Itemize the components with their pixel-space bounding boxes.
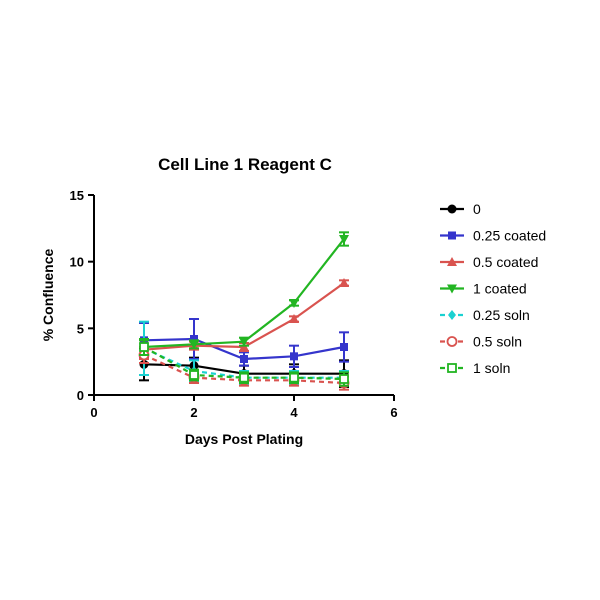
legend: 0 0.25 coated 0.5 coated 1 coated 0.25 soln 0… [440,201,546,376]
data-point [289,299,299,308]
x-tick-label: 0 [90,405,97,420]
series-6 [139,338,349,387]
series-line [143,346,345,381]
legend-item: 0.5 coated [440,254,538,270]
x-axis-label: Days Post Plating [185,431,303,447]
axes [93,195,394,396]
legend-label: 0.5 coated [473,254,538,270]
series-line [143,238,345,349]
legend-marker [447,204,457,214]
data-point [289,314,299,323]
y-tick-label: 5 [77,321,84,336]
data-point [240,355,248,363]
legend-marker [448,231,456,240]
series-layer [138,231,350,391]
y-tick-label: 0 [77,388,84,403]
data-point [290,352,298,361]
data-point [239,337,249,347]
series-line [143,353,345,385]
legend-item: 0.25 soln [440,307,530,323]
legend-label: 0 [473,201,481,217]
legend-label: 0.5 soln [473,334,522,350]
legend-item: 1 soln [440,360,510,376]
y-axis-label: % Confluence [40,249,56,342]
legend-marker [447,363,457,373]
ticks: 0 2 4 6 0 5 10 15 [70,188,398,420]
y-tick-label: 15 [70,188,84,203]
legend-label: 0.25 soln [473,307,530,323]
data-point [189,370,199,380]
data-point [340,343,348,351]
data-point [339,374,349,384]
data-point [339,235,349,244]
series-2 [139,278,349,360]
series-3 [139,231,349,355]
x-tick-label: 4 [290,405,298,420]
data-point [239,372,249,383]
legend-label: 0.25 coated [473,228,546,244]
x-tick-label: 6 [390,405,397,420]
legend-label: 1 soln [473,360,510,376]
data-point [339,278,349,287]
legend-item: 0.5 soln [440,334,522,350]
data-point [139,342,149,352]
legend-item: 0.25 coated [440,228,546,244]
x-tick-label: 2 [190,405,197,420]
legend-marker [447,257,457,266]
legend-marker [446,336,458,347]
data-point [189,340,199,350]
data-point [289,372,299,383]
legend-marker [447,284,457,294]
y-tick-label: 10 [70,255,84,270]
legend-label: 1 coated [473,281,527,297]
data-point [190,335,198,343]
chart-title: Cell Line 1 Reagent C [158,155,332,174]
legend-item: 1 coated [440,281,527,297]
legend-item: 0 [440,201,481,217]
legend-marker [448,310,456,320]
